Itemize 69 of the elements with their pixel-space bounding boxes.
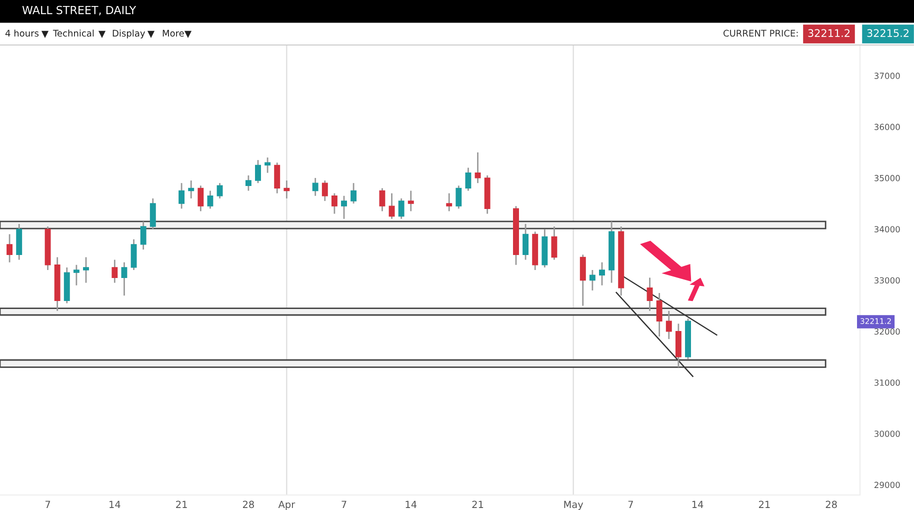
x-tick-label: 14 — [110, 500, 120, 508]
candlestick — [216, 182, 223, 200]
y-tick-label: 36000 — [874, 124, 900, 130]
x-tick-label: 7 — [628, 500, 633, 508]
x-tick-label: 21 — [176, 500, 187, 508]
x-tick-label: 7 — [342, 500, 346, 508]
candlestick — [551, 226, 558, 260]
y-tick-label: 33000 — [874, 277, 900, 284]
candlestick — [522, 223, 529, 260]
candlestick — [140, 220, 146, 250]
candlestick — [130, 238, 137, 271]
candlestick — [341, 195, 347, 220]
y-tick-label: 31000 — [874, 379, 900, 386]
candlestick — [456, 184, 462, 210]
text: 32215.2 — [867, 29, 908, 38]
candlestick — [398, 198, 404, 220]
text: More — [162, 30, 184, 37]
y-tick-label: 32000 — [874, 328, 900, 335]
candlestick — [188, 180, 194, 200]
candlestick — [446, 192, 452, 212]
candlestick — [350, 182, 357, 204]
candlestick — [646, 276, 653, 312]
candlestick — [264, 156, 271, 174]
candlestick — [331, 192, 338, 214]
candlestick — [284, 180, 290, 200]
text: 32211.2 — [808, 29, 850, 38]
y-tick-label: 35000 — [874, 174, 900, 182]
candlestick — [312, 177, 318, 197]
x-tick-label: 28 — [242, 500, 254, 508]
candlestick — [73, 264, 80, 286]
candlestick — [589, 269, 596, 292]
y-tick-label: 34000 — [874, 226, 900, 232]
candlestick — [83, 256, 89, 284]
candlestick — [474, 152, 481, 184]
candlestick — [465, 167, 472, 192]
candlestick — [198, 184, 204, 212]
x-tick-label: May — [564, 500, 584, 510]
candlestick — [408, 190, 414, 212]
candlestick — [656, 292, 662, 338]
candlestick — [666, 310, 672, 340]
candlestick — [379, 187, 386, 212]
x-tick-label: 21 — [472, 500, 484, 508]
candlestick — [6, 234, 13, 264]
x-tick-label: 14 — [692, 500, 704, 508]
candlestick — [599, 262, 605, 286]
text: Technical — [52, 30, 94, 37]
candlestick — [245, 174, 252, 192]
candlestick — [580, 254, 586, 306]
candlestick — [178, 182, 185, 210]
x-tick-label: Apr — [278, 500, 296, 510]
y-tick-label: 37000 — [874, 72, 900, 79]
chart-title: WALL STREET, DAILY — [22, 6, 136, 16]
candlestick — [112, 259, 118, 284]
x-tick-label: 21 — [758, 500, 770, 508]
candlestick — [255, 159, 261, 184]
y-tick-label: 30000 — [874, 430, 900, 437]
x-tick-label: 7 — [45, 500, 50, 508]
candlestick — [121, 262, 128, 296]
candlestick — [207, 190, 214, 210]
candlestick — [150, 198, 156, 230]
text: Display — [112, 30, 146, 38]
candlestick — [388, 192, 395, 220]
text: CURRENT PRICE: — [724, 30, 798, 37]
candlestick — [274, 162, 280, 194]
text: 4 hours — [5, 30, 39, 37]
y-tick-label: 29000 — [874, 482, 900, 488]
x-tick-label: 14 — [406, 500, 417, 508]
x-tick-label: 28 — [826, 500, 837, 508]
candlestick — [322, 180, 328, 202]
